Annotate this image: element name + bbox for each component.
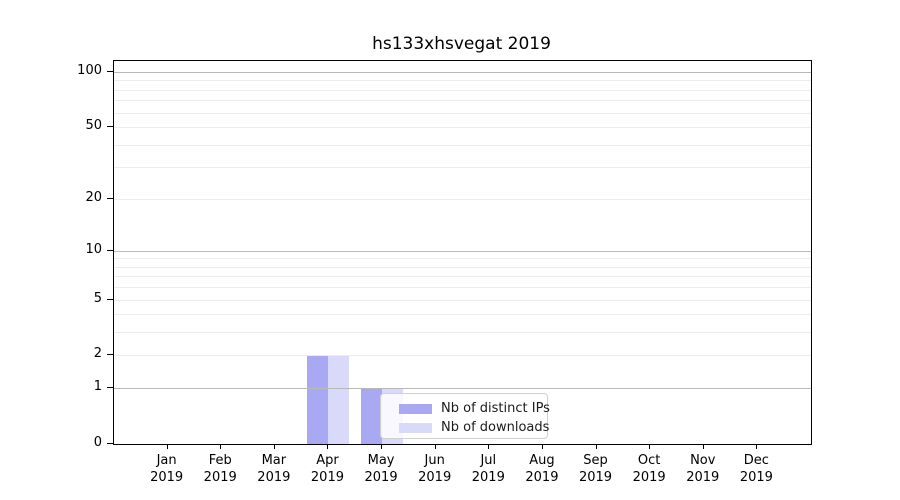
y-axis-tick-label: 10	[85, 241, 102, 257]
x-axis-tick-label: Mar 2019	[244, 452, 304, 486]
x-label-year: 2019	[364, 470, 398, 485]
y-axis-tick-label: 50	[85, 117, 102, 133]
x-axis-tick-label: Jul 2019	[458, 452, 518, 486]
x-label-year: 2019	[418, 470, 452, 485]
y-axis-tick-label: 100	[77, 62, 102, 78]
x-axis-tick	[702, 444, 704, 449]
x-label-year: 2019	[150, 470, 184, 485]
x-axis-tick	[381, 444, 383, 449]
bar-distinct-ips-apr	[307, 355, 329, 444]
y-axis-tick	[107, 387, 113, 389]
x-axis-tick-label: Apr 2019	[297, 452, 357, 486]
x-label-year: 2019	[257, 470, 291, 485]
legend-item-distinct-ips: Nb of distinct IPs	[381, 399, 550, 418]
x-axis-tick	[327, 444, 329, 449]
x-axis-tick	[756, 444, 758, 449]
x-axis-tick-label: Jan 2019	[137, 452, 197, 486]
gridline-minor	[114, 198, 811, 200]
y-axis-tick	[107, 249, 113, 251]
x-axis-tick-label: Dec 2019	[726, 452, 786, 486]
gridline-minor	[114, 355, 811, 357]
bar-downloads-apr	[328, 355, 350, 444]
plot-area	[113, 60, 812, 445]
x-label-month: Apr	[316, 453, 339, 468]
chart-title: hs133xhsvegat 2019	[372, 34, 551, 54]
y-axis-tick-label: 5	[93, 290, 102, 306]
x-axis-tick	[488, 444, 490, 449]
gridline-minor	[114, 258, 811, 260]
x-label-year: 2019	[686, 470, 720, 485]
gridline-minor	[114, 112, 811, 114]
x-label-year: 2019	[739, 470, 773, 485]
x-label-year: 2019	[471, 470, 505, 485]
gridline-minor	[114, 89, 811, 91]
gridline-minor	[114, 314, 811, 316]
x-label-month: Dec	[743, 453, 769, 468]
x-label-month: Jul	[480, 453, 497, 468]
grid-layer	[114, 61, 811, 444]
gridline-minor	[114, 276, 811, 278]
x-label-month: Jan	[156, 453, 177, 468]
legend-swatch-downloads-icon	[399, 422, 432, 433]
x-label-month: Nov	[690, 453, 716, 468]
x-axis-tick	[649, 444, 651, 449]
x-axis-tick-label: May 2019	[351, 452, 411, 486]
x-axis-tick	[273, 444, 275, 449]
x-label-month: Feb	[208, 453, 232, 468]
y-axis-tick-label: 0	[93, 435, 102, 450]
legend-label-distinct-ips: Nb of distinct IPs	[441, 401, 550, 416]
x-axis-tick	[595, 444, 597, 449]
x-axis-tick-label: Oct 2019	[619, 452, 679, 486]
y-axis-tick	[107, 70, 113, 72]
x-axis-tick-label: Jun 2019	[405, 452, 465, 486]
y-axis-tick-label: 20	[85, 189, 102, 205]
bar-distinct-ips-may	[361, 388, 383, 444]
y-axis-tick	[107, 197, 113, 199]
gridline-major	[114, 250, 811, 252]
y-axis-tick	[107, 443, 113, 444]
x-label-year: 2019	[578, 470, 613, 485]
x-axis-tick-label: Sep 2019	[566, 452, 626, 486]
x-label-year: 2019	[203, 470, 237, 485]
gridline-minor	[114, 266, 811, 268]
x-axis-tick	[166, 444, 168, 449]
y-axis-tick	[107, 354, 113, 356]
x-axis-tick-label: Aug 2019	[512, 452, 572, 486]
x-label-month: Jun	[424, 453, 445, 468]
y-axis-tick	[107, 125, 113, 127]
gridline-minor	[114, 167, 811, 169]
gridline-minor	[114, 126, 811, 128]
x-label-year: 2019	[525, 470, 559, 485]
x-axis-tick	[541, 444, 543, 449]
x-label-month: Aug	[529, 453, 555, 468]
gridline-minor	[114, 100, 811, 102]
x-label-year: 2019	[632, 470, 666, 485]
x-axis-tick-label: Feb 2019	[190, 452, 250, 486]
gridline-major	[114, 71, 811, 73]
legend-label-downloads: Nb of downloads	[441, 420, 550, 435]
gridline-minor	[114, 299, 811, 301]
gridline-minor	[114, 144, 811, 146]
legend-swatch-distinct-ips-icon	[399, 403, 432, 414]
x-label-month: Oct	[637, 453, 661, 468]
y-axis-tick-label: 1	[93, 379, 102, 395]
x-axis-tick-label: Nov 2019	[673, 452, 733, 486]
y-axis-tick-label: 2	[93, 346, 102, 362]
x-axis-tick	[220, 444, 222, 449]
gridline-minor	[114, 332, 811, 334]
legend: Nb of distinct IPs Nb of downloads	[380, 393, 550, 439]
x-label-month: May	[367, 453, 395, 468]
x-label-month: Sep	[583, 453, 608, 468]
x-label-month: Mar	[261, 453, 287, 468]
legend-item-downloads: Nb of downloads	[381, 418, 550, 437]
gridline-minor	[114, 287, 811, 289]
gridline-major	[114, 388, 811, 390]
gridline-minor	[114, 80, 811, 82]
x-label-year: 2019	[310, 470, 344, 485]
y-axis-tick	[107, 298, 113, 300]
x-axis-tick	[434, 444, 436, 449]
